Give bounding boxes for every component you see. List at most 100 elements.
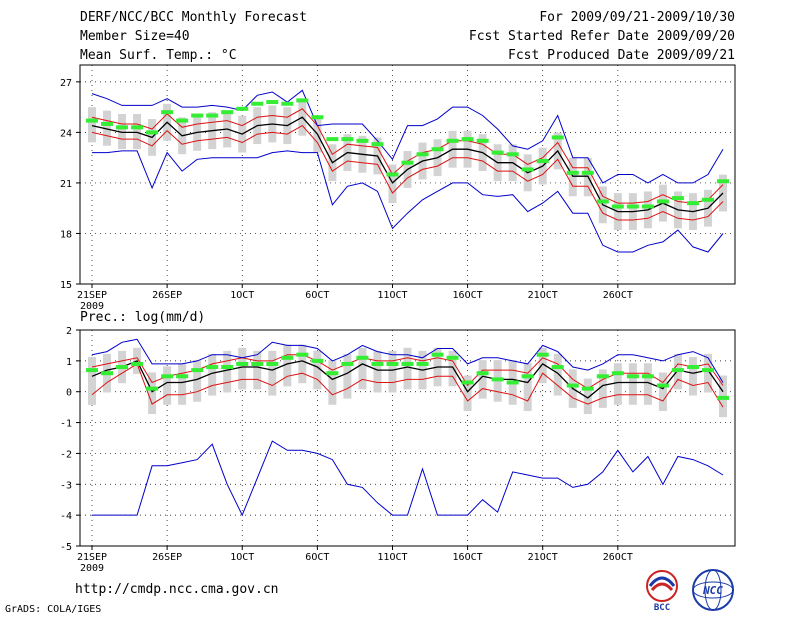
temp-observed-marker (521, 167, 534, 172)
prec-spread-box (178, 363, 187, 405)
prec-observed-marker (401, 361, 414, 366)
prec-ytick-label: -4 (60, 511, 72, 522)
temp-ytick-label: 15 (60, 280, 72, 291)
prec-observed-marker (717, 395, 729, 400)
temp-ytick-label: 24 (60, 128, 72, 139)
temp-ytick-label: 27 (60, 78, 72, 89)
prec-ytick-label: -5 (60, 542, 72, 553)
prec-observed-marker (536, 352, 549, 357)
temp-observed-marker (101, 121, 114, 126)
prec-xtick-label: 1OCT (230, 552, 254, 563)
prec-observed-marker (341, 361, 354, 366)
prec-spread-box (208, 353, 217, 396)
prec-spread-box (658, 372, 667, 411)
temp-ytick-label: 21 (60, 179, 72, 190)
temp-observed-marker (356, 138, 369, 143)
prec-observed-marker (326, 371, 339, 376)
prec-spread-box (703, 353, 712, 393)
temp-observed-marker (281, 101, 294, 106)
prec-observed-marker (266, 361, 279, 366)
prec-observed-marker (506, 380, 519, 385)
prec-max-envelope-line (91, 338, 724, 383)
prec-spread-box (358, 347, 367, 390)
prec-spread-box (253, 350, 262, 390)
temp-observed-marker (206, 113, 219, 118)
prec-observed-marker (476, 371, 489, 376)
temp-observed-marker (461, 137, 474, 142)
temp-observed-marker (717, 179, 729, 184)
temp-observed-marker (266, 100, 279, 105)
prec-observed-marker (446, 355, 459, 360)
prec-spread-box (343, 353, 352, 399)
prec-spread-box (598, 369, 607, 408)
temp-observed-marker (371, 142, 384, 147)
temp-observed-marker (536, 159, 549, 164)
prec-observed-marker (656, 383, 669, 388)
prec-spread-box (223, 350, 232, 393)
prec-observed-marker (551, 365, 564, 370)
temp-observed-marker (566, 170, 579, 175)
prec-observed-marker (146, 386, 159, 391)
prec-spread-box (163, 366, 172, 405)
temp-observed-marker (296, 98, 309, 103)
prec-spread-box (553, 353, 562, 396)
prec-observed-marker (131, 361, 144, 366)
precip-label: Prec.: log(mm/d) (80, 310, 206, 325)
prec-observed-marker (221, 365, 234, 370)
temp-observed-marker (491, 150, 504, 155)
prec-observed-marker (191, 368, 204, 373)
prec-ytick-label: -1 (60, 419, 72, 430)
prec-observed-marker (596, 374, 609, 379)
temp-observed-marker (626, 204, 639, 209)
prec-observed-marker (371, 361, 384, 366)
prec-observed-marker (116, 365, 129, 370)
temp-xtick-label: 11OCT (377, 290, 407, 301)
temp-xtick-label: 21SEP (77, 290, 107, 301)
prec-observed-marker (566, 383, 579, 388)
prec-observed-marker (281, 355, 294, 360)
temp-observed-marker (311, 115, 324, 120)
prec-ytick-label: -3 (60, 480, 72, 491)
prec-spread-box (298, 344, 307, 384)
prec-observed-marker (671, 368, 684, 373)
prec-observed-marker (416, 361, 429, 366)
prec-observed-marker (206, 365, 219, 370)
prec-spread-box (613, 363, 622, 405)
temp-observed-marker (641, 204, 654, 209)
prec-observed-marker (686, 365, 699, 370)
temp-observed-marker (611, 204, 624, 209)
temp-observed-marker (251, 101, 264, 106)
prec-year-label: 2009 (80, 563, 104, 574)
prec-spread-box (523, 363, 532, 411)
temp-spread-box (133, 113, 142, 150)
prec-observed-marker (581, 386, 594, 391)
temp-observed-marker (476, 138, 489, 143)
chart-title: DERF/NCC/BCC Monthly Forecast (80, 10, 307, 25)
temp-year-label: 2009 (80, 301, 104, 310)
prec-spread-box (463, 375, 472, 411)
temp-observed-marker (506, 152, 519, 157)
prec-observed-marker (431, 352, 444, 357)
prec-xtick-label: 21SEP (77, 552, 107, 563)
temp-observed-marker (176, 118, 189, 123)
temp-xtick-label: 1OCT (230, 290, 254, 301)
prec-spread-box (403, 347, 412, 390)
temp-observed-marker (671, 196, 684, 201)
prec-ytick-label: -2 (60, 449, 72, 460)
temp-observed-marker (431, 147, 444, 152)
temp-xtick-label: 6OCT (305, 290, 329, 301)
member-size-label: Member Size=40 (80, 29, 190, 44)
prec-frame (79, 329, 736, 547)
footer-url[interactable]: http://cmdp.ncc.cma.gov.cn (75, 582, 279, 597)
temp-observed-marker (341, 137, 354, 142)
temp-spread-box (88, 107, 96, 143)
prec-spread-box (448, 350, 457, 387)
variable-label: Mean Surf. Temp.: °C (80, 48, 237, 63)
prec-observed-marker (641, 374, 654, 379)
prec-observed-marker (626, 374, 639, 379)
prec-spread-box (268, 350, 277, 396)
prec-observed-marker (296, 352, 309, 357)
temp-observed-marker (446, 138, 459, 143)
prec-xtick-label: 16OCT (453, 552, 483, 563)
prec-spread-box (283, 344, 292, 387)
